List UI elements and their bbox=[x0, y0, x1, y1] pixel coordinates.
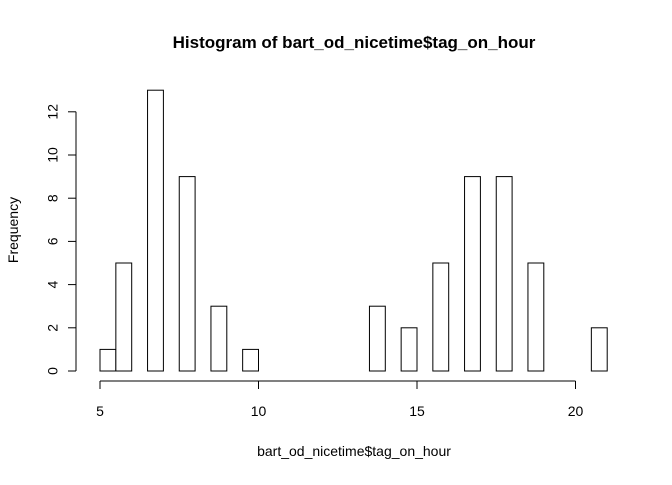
histogram-bar bbox=[178, 176, 196, 372]
y-tick-label: 12 bbox=[45, 104, 61, 120]
histogram-bar bbox=[368, 305, 386, 372]
histogram-bar bbox=[210, 305, 228, 372]
x-tick-label: 20 bbox=[568, 403, 584, 419]
y-tick-label: 6 bbox=[45, 237, 61, 245]
histogram-bar bbox=[147, 89, 164, 372]
histogram-bar bbox=[99, 348, 117, 372]
y-axis-label: Frequency bbox=[5, 197, 21, 263]
y-axis: 0 2 4 6 8 10 12 bbox=[45, 104, 77, 375]
histogram-bar bbox=[590, 327, 608, 372]
histogram-bar bbox=[464, 176, 481, 372]
x-axis-label: bart_od_nicetime$tag_on_hour bbox=[257, 443, 451, 459]
chart-title: Histogram of bart_od_nicetime$tag_on_hou… bbox=[173, 33, 536, 52]
y-tick-label: 8 bbox=[45, 194, 61, 202]
y-tick-label: 10 bbox=[45, 147, 61, 163]
histogram-bar bbox=[242, 348, 259, 372]
histogram-bar bbox=[115, 262, 133, 372]
x-tick-label: 5 bbox=[96, 403, 104, 419]
histogram-bar bbox=[432, 262, 450, 372]
x-tick-label: 10 bbox=[251, 403, 267, 419]
bars-group bbox=[99, 89, 608, 372]
histogram-bar bbox=[495, 176, 513, 372]
x-tick-label: 15 bbox=[409, 403, 425, 419]
x-axis: 5 10 15 20 bbox=[96, 380, 584, 419]
histogram-bar bbox=[527, 262, 545, 372]
y-tick-label: 0 bbox=[45, 367, 61, 375]
histogram-bar bbox=[400, 327, 418, 372]
y-tick-label: 2 bbox=[45, 324, 61, 332]
y-tick-label: 4 bbox=[45, 280, 61, 288]
